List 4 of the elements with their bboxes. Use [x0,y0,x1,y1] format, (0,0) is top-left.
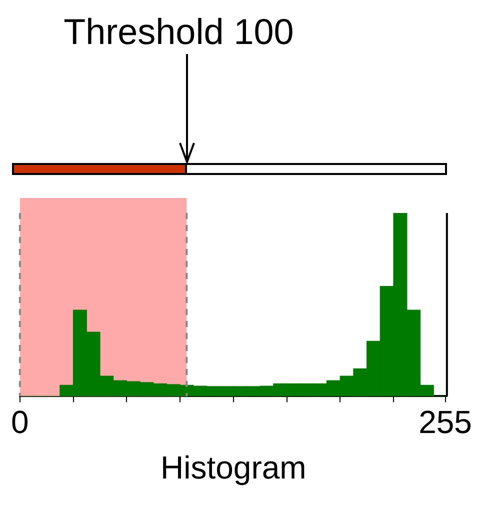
x-tick-label: 255 [418,404,472,440]
x-axis-title: Histogram [160,450,306,486]
text: Threshold 100 [64,10,294,52]
x-tick-label: 0 [11,404,29,440]
